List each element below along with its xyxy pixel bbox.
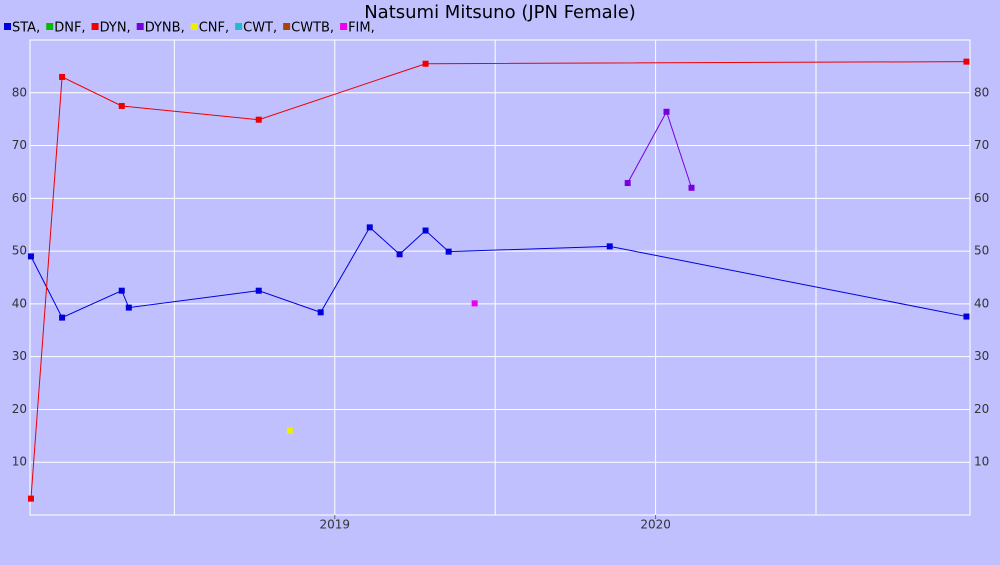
data-point bbox=[118, 102, 125, 109]
data-point bbox=[471, 300, 478, 307]
legend-swatch bbox=[190, 23, 198, 30]
series-line bbox=[30, 61, 967, 499]
data-point bbox=[663, 108, 670, 115]
y-tick-label: 30 bbox=[12, 349, 27, 363]
data-point bbox=[27, 253, 34, 260]
legend-label: CNF, bbox=[199, 21, 229, 36]
y-tick-label-right: 70 bbox=[974, 138, 989, 152]
y-tick-label: 40 bbox=[12, 296, 27, 310]
y-tick-label-right: 50 bbox=[974, 244, 989, 258]
data-point bbox=[688, 184, 695, 191]
y-tick-label-right: 80 bbox=[974, 85, 989, 99]
x-tick-label: 2020 bbox=[640, 518, 671, 532]
y-tick-label: 70 bbox=[12, 138, 27, 152]
legend-swatch bbox=[46, 23, 54, 30]
data-point bbox=[606, 243, 613, 250]
legend-label: CWTB, bbox=[291, 21, 334, 36]
data-point bbox=[624, 180, 631, 187]
data-point bbox=[422, 227, 429, 234]
legend-label: FIM, bbox=[348, 21, 375, 36]
data-point bbox=[317, 309, 324, 316]
y-tick-label-right: 60 bbox=[974, 191, 989, 205]
y-tick-label-right: 30 bbox=[974, 349, 989, 363]
legend-label: CWT, bbox=[243, 21, 277, 36]
legend-label: STA, bbox=[12, 21, 40, 36]
data-point bbox=[255, 287, 262, 294]
legend-swatch bbox=[4, 23, 11, 30]
y-tick-label-right: 40 bbox=[974, 296, 989, 310]
data-point bbox=[27, 495, 34, 502]
x-tick-label: 2019 bbox=[320, 518, 351, 532]
legend-swatch bbox=[136, 23, 144, 30]
y-tick-label: 50 bbox=[12, 244, 27, 258]
y-tick-label: 10 bbox=[12, 455, 27, 469]
y-tick-label: 20 bbox=[12, 402, 27, 416]
y-tick-label-right: 10 bbox=[974, 455, 989, 469]
data-point bbox=[963, 313, 970, 320]
data-point bbox=[255, 116, 262, 123]
y-tick-label: 80 bbox=[12, 85, 27, 99]
plot-area bbox=[29, 39, 971, 516]
data-point bbox=[125, 304, 132, 311]
y-tick-label-right: 20 bbox=[974, 402, 989, 416]
legend-swatch bbox=[235, 23, 243, 30]
data-point bbox=[422, 60, 429, 67]
data-point bbox=[286, 427, 293, 434]
legend-swatch bbox=[283, 23, 291, 30]
y-tick-label: 60 bbox=[12, 191, 27, 205]
chart-title: Natsumi Mitsuno (JPN Female) bbox=[364, 2, 636, 23]
legend-label: DYNB, bbox=[145, 21, 185, 36]
data-point bbox=[59, 73, 66, 80]
data-point bbox=[59, 314, 66, 321]
data-point bbox=[445, 248, 452, 255]
data-point bbox=[366, 224, 373, 231]
legend-label: DNF, bbox=[54, 21, 85, 36]
series-line bbox=[30, 226, 967, 319]
data-point bbox=[118, 287, 125, 294]
data-point bbox=[396, 251, 403, 258]
legend-swatch bbox=[91, 23, 99, 30]
legend-label: DYN, bbox=[100, 21, 131, 36]
legend-swatch bbox=[340, 23, 348, 30]
data-point bbox=[963, 58, 970, 65]
